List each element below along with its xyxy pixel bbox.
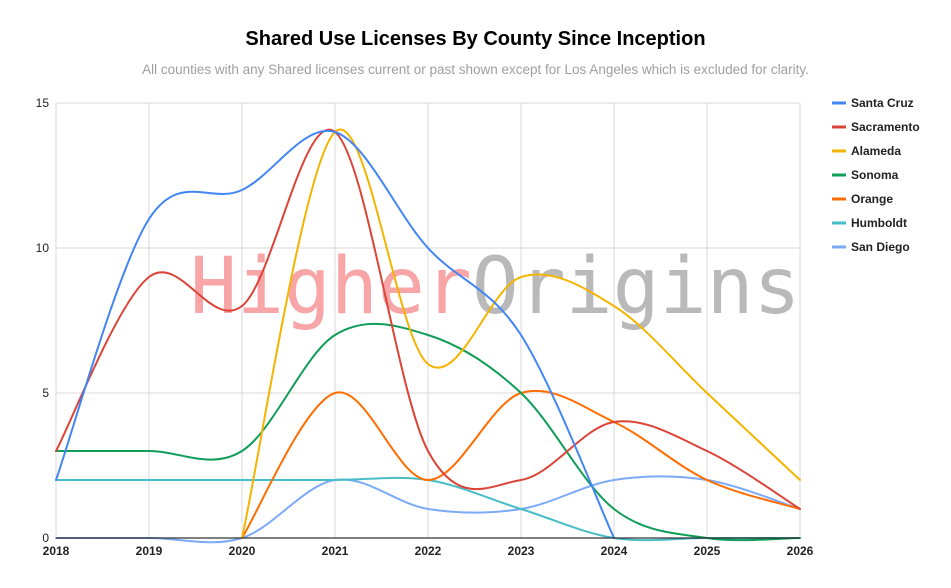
chart-subtitle: All counties with any Shared licenses cu… bbox=[142, 62, 809, 77]
legend-label: Sonoma bbox=[851, 168, 899, 182]
y-tick-label: 5 bbox=[42, 386, 49, 400]
legend-item-san-diego[interactable]: San Diego bbox=[832, 240, 910, 254]
series-line-san-diego bbox=[55, 475, 801, 544]
series-line-alameda bbox=[241, 128, 801, 539]
x-tick-label: 2022 bbox=[415, 544, 442, 558]
watermark-text: HigherOrigins bbox=[190, 242, 801, 332]
legend-item-humboldt[interactable]: Humboldt bbox=[832, 216, 907, 230]
x-tick-label: 2019 bbox=[136, 544, 163, 558]
legend[interactable]: Santa Cruz Sacramento Alameda Sonoma Orange H… bbox=[832, 96, 920, 254]
legend-item-sonoma[interactable]: Sonoma bbox=[832, 168, 899, 182]
series-line-orange bbox=[241, 389, 801, 539]
x-tick-label: 2025 bbox=[694, 544, 721, 558]
y-tick-label: 15 bbox=[36, 96, 50, 110]
watermark-layer: HigherOrigins bbox=[190, 242, 801, 332]
x-tick-label: 2018 bbox=[43, 544, 70, 558]
x-tick-label: 2024 bbox=[601, 544, 628, 558]
x-tick-label: 2023 bbox=[508, 544, 535, 558]
axis-layer: 2018 2019 2020 2021 2022 2023 2024 2025 2026 0 5 10… bbox=[36, 96, 814, 558]
legend-label: Humboldt bbox=[851, 216, 907, 230]
series-layer bbox=[55, 128, 801, 544]
legend-label: Alameda bbox=[851, 144, 901, 158]
series-line-santa-cruz bbox=[55, 129, 615, 539]
legend-label: Santa Cruz bbox=[851, 96, 914, 110]
x-tick-label: 2026 bbox=[787, 544, 814, 558]
series-line-sacramento bbox=[55, 128, 801, 510]
legend-label: Orange bbox=[851, 192, 893, 206]
watermark-part-2: Origins bbox=[472, 242, 801, 332]
legend-item-alameda[interactable]: Alameda bbox=[832, 144, 901, 158]
y-tick-label: 10 bbox=[36, 241, 50, 255]
legend-item-orange[interactable]: Orange bbox=[832, 192, 893, 206]
watermark-part-1: Higher bbox=[190, 242, 472, 332]
legend-label: Sacramento bbox=[851, 120, 920, 134]
legend-item-santa-cruz[interactable]: Santa Cruz bbox=[832, 96, 914, 110]
x-tick-label: 2021 bbox=[322, 544, 349, 558]
legend-label: San Diego bbox=[851, 240, 910, 254]
legend-item-sacramento[interactable]: Sacramento bbox=[832, 120, 920, 134]
x-tick-label: 2020 bbox=[229, 544, 256, 558]
chart-title: Shared Use Licenses By County Since Ince… bbox=[245, 28, 706, 50]
series-line-sonoma bbox=[55, 322, 801, 542]
y-tick-label: 0 bbox=[42, 531, 49, 545]
